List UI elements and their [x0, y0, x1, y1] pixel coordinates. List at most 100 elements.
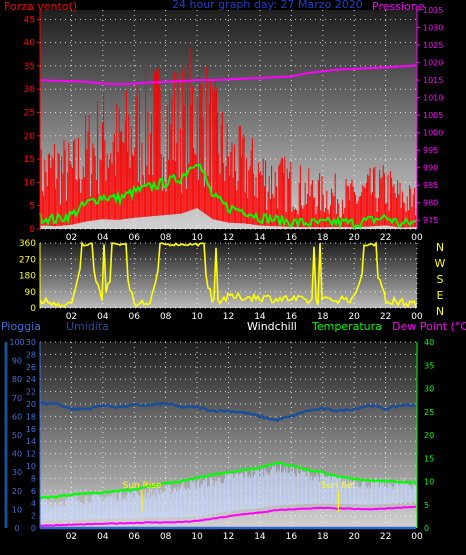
humidity-tick-label: 10 [12, 505, 22, 514]
x-tick-label: 12 [223, 312, 234, 322]
humidity-tick-label: 20 [12, 487, 22, 496]
humidity-tick-label: 30 [12, 468, 22, 477]
pressure-tick-label: 975 [423, 216, 438, 225]
wind-tick-label: 10 [24, 178, 36, 188]
wind-axis-label: Forza vento() [4, 0, 77, 13]
pressure-tick-label: 1035 [423, 6, 443, 15]
temp-humidity-axes: 0102030405060708090100024681012141618202… [4, 338, 434, 542]
x-tick-label: 22 [380, 312, 391, 322]
x-tick-label: 00 [411, 233, 423, 243]
x-tick-label: 12 [223, 233, 234, 243]
x-tick-label: 02 [66, 312, 77, 322]
x-tick-label: 22 [380, 532, 391, 542]
wind-tick-label: 20 [24, 132, 36, 142]
x-tick-label: 12 [223, 532, 234, 542]
temperature-tick-label: 40 [424, 338, 434, 347]
x-tick-label: 16 [286, 233, 298, 243]
wind-pressure-series [39, 64, 417, 231]
wind-tick-label: 40 [24, 39, 36, 49]
direction-tick-label: 180 [19, 272, 36, 282]
humidity-tick-label: 60 [12, 412, 22, 421]
x-tick-label: 16 [286, 312, 298, 322]
pressure-tick-label: 1030 [423, 24, 443, 33]
humidity-tick-label: 40 [12, 450, 22, 459]
temperature-tick-label: 15 [424, 454, 434, 463]
sun-event-label: Sun Rise [123, 481, 162, 491]
x-tick-label: 10 [191, 233, 203, 243]
rain-tick-label: 8 [31, 474, 36, 483]
x-tick-label: 10 [191, 312, 203, 322]
pressure-tick-label: 1000 [423, 129, 443, 138]
x-tick-label: 00 [411, 532, 423, 542]
temperature-tick-label: 5 [424, 501, 429, 510]
pressure-tick-label: 1010 [423, 94, 443, 103]
rain-tick-label: 22 [26, 388, 36, 397]
x-tick-label: 18 [317, 312, 329, 322]
cardinal-label: W [435, 257, 446, 270]
rain-tick-label: 24 [26, 375, 36, 384]
x-tick-label: 18 [317, 532, 329, 542]
wind-tick-label: 15 [24, 155, 35, 165]
temperature-legend: Temperatura [311, 320, 382, 333]
rain-tick-label: 6 [31, 487, 36, 496]
x-tick-label: 22 [380, 233, 391, 243]
direction-tick-label: 360 [19, 239, 36, 249]
rain-tick-label: 4 [31, 499, 36, 508]
humidity-tick-label: 0 [14, 524, 19, 533]
wind-pressure-panel: 0510152025303540459759809859909951000100… [4, 0, 443, 243]
windchill-legend: Windchill [247, 320, 297, 333]
pressure-tick-label: 1025 [423, 41, 443, 50]
humidity-legend: Umidita [66, 320, 109, 333]
chart-title: 24 hour graph day: 27 Marzo 2020 [172, 0, 363, 11]
pressure-tick-label: 995 [423, 146, 438, 155]
temperature-line [39, 461, 417, 500]
x-tick-label: 02 [66, 532, 77, 542]
temp-humidity-series: Sun Rise Sun Set [39, 401, 417, 530]
humidity-tick-label: 70 [12, 394, 22, 403]
wind-tick-label: 30 [24, 85, 36, 95]
cardinal-label: S [437, 273, 444, 286]
x-tick-label: 06 [129, 312, 141, 322]
wind-tick-label: 25 [24, 109, 35, 119]
wind-tick-label: 5 [29, 202, 35, 212]
cardinal-label: N [436, 305, 444, 318]
temperature-tick-label: 30 [424, 385, 434, 394]
x-tick-label: 08 [160, 532, 172, 542]
x-tick-label: 20 [348, 233, 360, 243]
rain-tick-label: 10 [26, 462, 36, 471]
wind-direction-grid [40, 242, 418, 309]
pressure-tick-label: 1020 [423, 59, 443, 68]
temperature-tick-label: 25 [424, 408, 434, 417]
humidity-line [39, 401, 417, 423]
rain-tick-label: 28 [26, 350, 36, 359]
pressure-tick-label: 990 [423, 164, 438, 173]
rain-tick-label: 20 [26, 400, 36, 409]
rain-tick-label: 16 [26, 425, 36, 434]
direction-tick-label: 0 [30, 304, 36, 314]
rain-tick-label: 18 [26, 412, 36, 421]
x-tick-label: 20 [348, 532, 360, 542]
dewpoint-line [39, 505, 416, 527]
x-tick-label: 04 [97, 532, 109, 542]
rain-tick-label: 30 [26, 338, 36, 347]
x-tick-label: 08 [160, 312, 172, 322]
wind-tick-label: 0 [29, 225, 35, 235]
pressure-tick-label: 980 [423, 199, 438, 208]
rain-tick-label: 12 [26, 450, 36, 459]
sun-event-label: Sun Set [321, 481, 356, 491]
temperature-tick-label: 20 [424, 431, 434, 440]
wind-direction-series [39, 240, 417, 308]
pressure-line [39, 64, 417, 86]
rain-legend: Pioggia [1, 320, 41, 333]
humidity-tick-label: 100 [9, 338, 24, 347]
x-tick-label: 08 [160, 233, 172, 243]
x-tick-label: 16 [286, 532, 298, 542]
pressure-axis-label: Pressione [372, 0, 425, 13]
wind-direction-line [39, 240, 417, 308]
rain-tick-label: 2 [31, 512, 36, 521]
temperature-tick-label: 10 [424, 478, 434, 487]
x-tick-label: 06 [129, 233, 141, 243]
x-tick-label: 04 [97, 233, 109, 243]
